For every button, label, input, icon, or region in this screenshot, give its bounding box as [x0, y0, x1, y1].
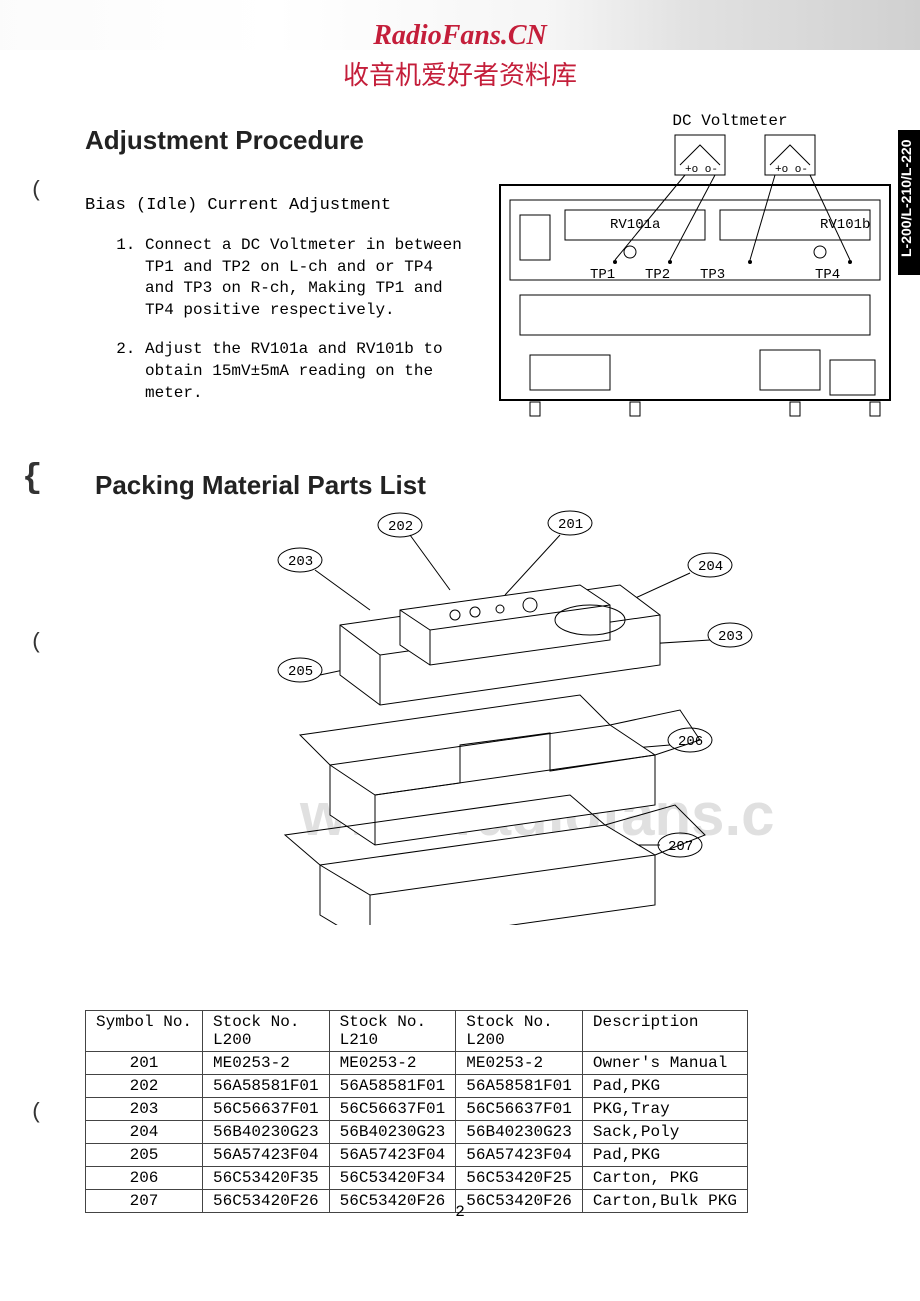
th-desc: Description — [582, 1011, 747, 1052]
svg-text:TP4: TP4 — [815, 267, 840, 283]
adjustment-section: Adjustment Procedure Bias (Idle) Current… — [85, 125, 465, 422]
svg-text:TP1: TP1 — [590, 267, 615, 283]
packing-diagram: 201 202 203 204 203 205 206 207 — [260, 505, 780, 925]
svg-text:+o o-: +o o- — [685, 164, 718, 176]
step-2: Adjust the RV101a and RV101b to obtain 1… — [145, 339, 465, 404]
table-row: 201ME0253-2ME0253-2ME0253-2Owner's Manua… — [86, 1052, 748, 1075]
table-row: 20356C56637F0156C56637F0156C56637F01PKG,… — [86, 1098, 748, 1121]
side-tab: L-200/L-210/L-220 — [898, 130, 920, 275]
svg-text:TP3: TP3 — [700, 267, 725, 283]
margin-mark: ( — [30, 178, 43, 203]
svg-text:203: 203 — [718, 629, 743, 645]
table-row: 20256A58581F0156A58581F0156A58581F01Pad,… — [86, 1075, 748, 1098]
svg-text:203: 203 — [288, 554, 313, 570]
svg-text:+o o-: +o o- — [775, 164, 808, 176]
watermark-title: RadioFans.CN — [0, 20, 920, 52]
th-stock-l210: Stock No.L210 — [329, 1011, 456, 1052]
table-row: 20556A57423F0456A57423F0456A57423F04Pad,… — [86, 1144, 748, 1167]
voltmeter-diagram: DC Voltmeter +o o- +o o- RV101a RV101b T… — [490, 100, 900, 420]
page-number: 2 — [0, 1203, 920, 1221]
adjustment-subtitle: Bias (Idle) Current Adjustment — [85, 196, 465, 215]
th-symbol: Symbol No. — [86, 1011, 203, 1052]
adjustment-title: Adjustment Procedure — [85, 125, 465, 156]
th-stock-l200b: Stock No.L200 — [456, 1011, 583, 1052]
th-stock-l200: Stock No.L200 — [203, 1011, 330, 1052]
svg-text:202: 202 — [388, 519, 413, 535]
svg-text:RV101a: RV101a — [610, 217, 660, 233]
adjustment-steps: Connect a DC Voltmeter in between TP1 an… — [145, 235, 465, 404]
svg-text:TP2: TP2 — [645, 267, 670, 283]
svg-text:206: 206 — [678, 734, 703, 750]
svg-text:204: 204 — [698, 559, 723, 575]
parts-table: Symbol No. Stock No.L200 Stock No.L210 S… — [85, 1010, 748, 1213]
table-row: 20656C53420F3556C53420F3456C53420F25Cart… — [86, 1167, 748, 1190]
svg-text:201: 201 — [558, 517, 583, 533]
margin-mark: ( — [30, 1100, 43, 1125]
svg-text:205: 205 — [288, 664, 313, 680]
margin-mark: ( — [30, 630, 43, 655]
packing-title: Packing Material Parts List — [95, 470, 426, 501]
margin-mark: { — [22, 460, 42, 498]
table-row: 20456B40230G2356B40230G2356B40230G23Sack… — [86, 1121, 748, 1144]
svg-text:RV101b: RV101b — [820, 217, 870, 233]
diagram-title: DC Voltmeter — [672, 112, 787, 130]
watermark-subtitle: 收音机爱好者资料库 — [0, 55, 920, 92]
step-1: Connect a DC Voltmeter in between TP1 an… — [145, 235, 465, 321]
